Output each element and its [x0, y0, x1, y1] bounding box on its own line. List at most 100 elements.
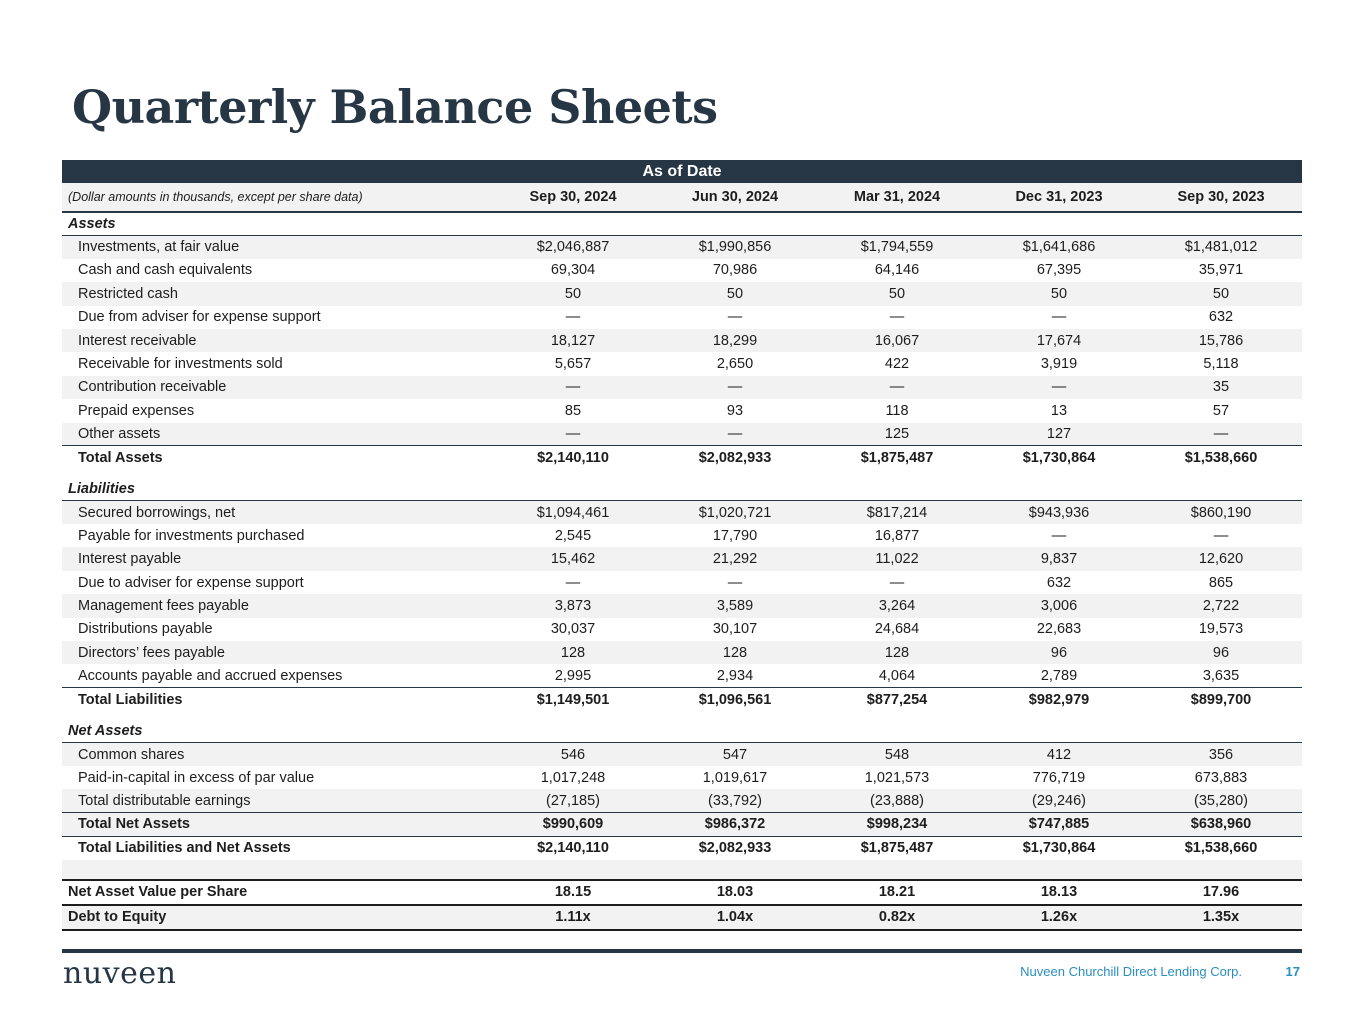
table-row: Payable for investments purchased 2,545 17…: [62, 524, 1302, 547]
row-label: Secured borrowings, net: [62, 500, 492, 525]
cell-value: 18,127: [492, 328, 654, 353]
cell-value: $1,794,559: [816, 235, 978, 259]
empty-cell: [654, 212, 816, 236]
cell-value: 5,118: [1203, 356, 1239, 373]
row-label: Distributions payable: [78, 621, 213, 638]
cell-value: $1,641,686: [978, 235, 1140, 259]
cell-value: 128: [492, 641, 654, 665]
column-header: Sep 30, 2024: [492, 183, 654, 213]
cell-value: 2,995: [554, 667, 592, 684]
table-row: Common shares 546 547 548 412 356: [62, 742, 1302, 766]
cell-value: 18,299: [654, 328, 816, 353]
cell-value: 547: [654, 742, 816, 766]
cell-value: 4,064: [878, 667, 916, 684]
empty-cell: [1140, 212, 1302, 236]
row-label: Receivable for investments sold: [78, 356, 283, 373]
row-label: Directors’ fees payable: [62, 641, 492, 665]
cell-value: 50: [654, 282, 816, 306]
cell-value: 50: [978, 282, 1140, 306]
row-label: Restricted cash: [62, 282, 492, 306]
cell-value: 18.03: [654, 878, 816, 905]
cell-value: $638,960: [1140, 812, 1302, 837]
cell-value: 96: [1140, 641, 1302, 665]
cell-value: (33,792): [654, 789, 816, 813]
cell-value: 70,986: [712, 262, 758, 279]
cell-value: 0.82x: [816, 903, 978, 931]
cell-value: —: [1213, 527, 1229, 544]
cell-value: 16,067: [816, 328, 978, 353]
cell-value: 18.21: [816, 878, 978, 905]
cell-value: —: [1051, 309, 1067, 326]
table-row: Cash and cash equivalents 69,304 70,986 64,…: [62, 259, 1302, 282]
cell-value: 85: [564, 402, 582, 419]
cell-value: 15,786: [1140, 328, 1302, 353]
cell-value: 5,657: [554, 356, 592, 373]
table-row: Management fees payable 3,873 3,589 3,264 3,…: [62, 594, 1302, 618]
nuveen-logo: nuveen: [63, 956, 177, 991]
cell-value: 21,292: [654, 547, 816, 571]
cell-value: 15,462: [492, 547, 654, 571]
table-row: Total distributable earnings (27,185) (33,…: [62, 789, 1302, 813]
cell-value: $2,140,110: [492, 445, 654, 470]
table-row: Interest receivable 18,127 18,299 16,067 17,…: [62, 328, 1302, 353]
cell-value: 13: [1050, 402, 1068, 419]
cell-value: 69,304: [550, 262, 596, 279]
cell-value: 2,934: [716, 667, 754, 684]
cell-value: 24,684: [874, 621, 920, 638]
empty-cell: [978, 477, 1140, 502]
cell-value: —: [889, 309, 905, 326]
cell-value: $982,979: [978, 687, 1140, 712]
empty-cell: [816, 212, 978, 236]
cell-value: $2,046,887: [492, 235, 654, 259]
cell-value: $1,730,864: [978, 445, 1140, 470]
row-label: Total Liabilities: [62, 687, 492, 712]
empty-cell: [1140, 477, 1302, 502]
cell-value: 1,019,617: [702, 769, 768, 786]
row-label: Cash and cash equivalents: [78, 262, 253, 279]
column-header: Sep 30, 2023: [1140, 183, 1302, 213]
empty-cell: [1140, 719, 1302, 744]
section-header: Assets: [62, 212, 1302, 236]
row-label: Total distributable earnings: [62, 789, 492, 813]
cell-value: $1,875,487: [816, 835, 978, 860]
banner-row: As of Date: [62, 160, 1302, 183]
table-row: Accounts payable and accrued expenses 2,9…: [62, 664, 1302, 687]
row-label: Liabilities: [62, 477, 492, 502]
row-label: Debt to Equity: [62, 903, 492, 931]
cell-value: 18.15: [492, 878, 654, 905]
cell-value: 93: [726, 402, 744, 419]
row-label: Assets: [62, 212, 492, 236]
total-row: Total Assets $2,140,110 $2,082,933 $1,875,4…: [62, 445, 1302, 470]
cell-value: 67,395: [1036, 262, 1082, 279]
cell-value: 1.04x: [654, 903, 816, 931]
cell-value: 57: [1212, 402, 1230, 419]
row-label: Total Liabilities and Net Assets: [62, 835, 492, 860]
table-row: Distributions payable 30,037 30,107 24,684 2…: [62, 618, 1302, 641]
cell-value: $1,875,487: [816, 445, 978, 470]
table-row: Due from adviser for expense support — — — —…: [62, 306, 1302, 329]
page-number: 17: [1285, 964, 1300, 979]
row-label: Paid-in-capital in excess of par value: [78, 769, 315, 786]
cell-value: 1.26x: [978, 903, 1140, 931]
column-header: Mar 31, 2024: [816, 183, 978, 213]
cell-value: $877,254: [816, 687, 978, 712]
units-note: (Dollar amounts in thousands, except per…: [62, 183, 492, 213]
table-row: Interest payable 15,462 21,292 11,022 9,837 1…: [62, 547, 1302, 571]
empty-cell: [492, 719, 654, 744]
cell-value: $1,096,561: [654, 687, 816, 712]
row-label: Interest payable: [62, 547, 492, 571]
table-row: Prepaid expenses 85 93 118 13 57: [62, 399, 1302, 422]
cell-value: 422: [884, 356, 910, 373]
cell-value: 17,674: [978, 328, 1140, 353]
cell-value: $1,538,660: [1140, 835, 1302, 860]
row-label: Other assets: [62, 422, 492, 446]
empty-cell: [978, 212, 1140, 236]
cell-value: 865: [1208, 574, 1234, 591]
table-row: Due to adviser for expense support — — — 632…: [62, 571, 1302, 594]
cell-value: (27,185): [492, 789, 654, 813]
metric-row: Net Asset Value per Share 18.15 18.03 18.21…: [62, 878, 1302, 905]
cell-value: 22,683: [1036, 621, 1082, 638]
cell-value: $990,609: [492, 812, 654, 837]
as-of-date-header: As of Date: [62, 160, 1302, 183]
column-header: Dec 31, 2023: [978, 183, 1140, 213]
